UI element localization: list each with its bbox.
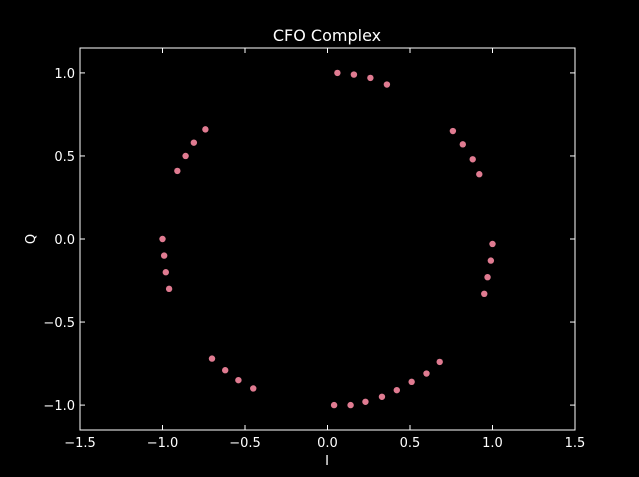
data-point [182,152,189,160]
data-point [350,71,358,78]
data-point [481,290,488,298]
data-point [367,74,374,82]
data-point [378,393,386,400]
data-point [459,141,466,148]
data-point [202,126,209,133]
y-axis-ticks: −1.0 −0.5 0.0 0.5 1.0 [43,67,575,414]
data-point [489,240,496,248]
data-point [484,274,491,281]
data-point [362,398,369,405]
data-point [190,139,198,146]
data-point [408,378,415,386]
y-axis-label: Q [24,234,39,244]
x-tick-label: −1.5 [64,436,96,451]
data-point [423,370,430,377]
y-tick-label: 1.0 [54,67,75,82]
data-point [162,269,169,276]
y-tick-label: −0.5 [43,316,75,331]
data-point [334,69,341,77]
y-tick-label: 0.5 [54,150,75,165]
data-point [165,285,173,293]
data-point [159,235,166,243]
x-tick-label: 1.5 [565,436,586,451]
y-tick-label: −1.0 [43,399,75,414]
x-tick-label: 0.5 [400,436,421,451]
data-point [436,358,443,366]
data-point [208,355,216,362]
data-point [476,171,483,178]
data-point [330,401,338,409]
data-point [160,252,168,259]
data-point [449,127,457,135]
data-point [174,167,181,175]
data-point [250,385,257,392]
data-point [393,386,400,394]
data-point [383,81,391,88]
x-tick-label: −0.5 [229,436,261,451]
x-axis-ticks: −1.5 −1.0 −0.5 0.0 0.5 1.0 1.5 [64,48,585,451]
x-axis-label: I [325,454,329,469]
x-tick-label: −1.0 [147,436,179,451]
x-tick-label: 1.0 [482,436,503,451]
scatter-points [159,69,496,409]
x-tick-label: 0.0 [317,436,338,451]
data-point [469,156,476,163]
chart-title: CFO Complex [273,26,381,45]
data-point [222,367,229,374]
y-tick-label: 0.0 [54,233,75,248]
data-point [487,257,495,264]
data-point [235,376,242,384]
data-point [347,401,354,409]
